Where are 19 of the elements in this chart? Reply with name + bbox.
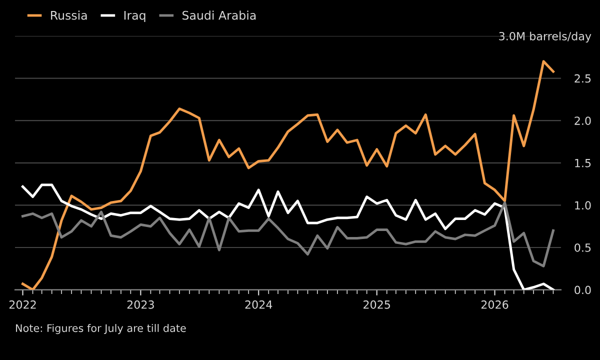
legend-label: Saudi Arabia [182, 10, 256, 20]
legend-label: Russia [51, 10, 87, 20]
y-tick-label: 2.5 [574, 74, 591, 83]
x-tick-label: 2022 [9, 300, 36, 309]
legend-label: Iraq [124, 10, 146, 22]
text: Note: Figures for July are till date [16, 324, 186, 334]
y-tick-label: 2.0 [574, 116, 591, 125]
x-tick-label: 2024 [245, 300, 272, 309]
line-series [22, 60, 554, 290]
line-series [22, 184, 554, 290]
y-tick-label: 0.0 [574, 286, 591, 294]
line-series [22, 201, 554, 268]
y-tick-label: 1.0 [575, 201, 591, 210]
y-tick-label: 1.5 [575, 159, 591, 168]
x-tick-label: 2025 [364, 300, 390, 309]
y-tick-label: 0.5 [574, 243, 591, 252]
y-tick-label: 3.0M barrels/day [499, 32, 592, 43]
x-tick-label: 2023 [127, 300, 154, 309]
x-tick-label: 2026 [481, 300, 508, 309]
